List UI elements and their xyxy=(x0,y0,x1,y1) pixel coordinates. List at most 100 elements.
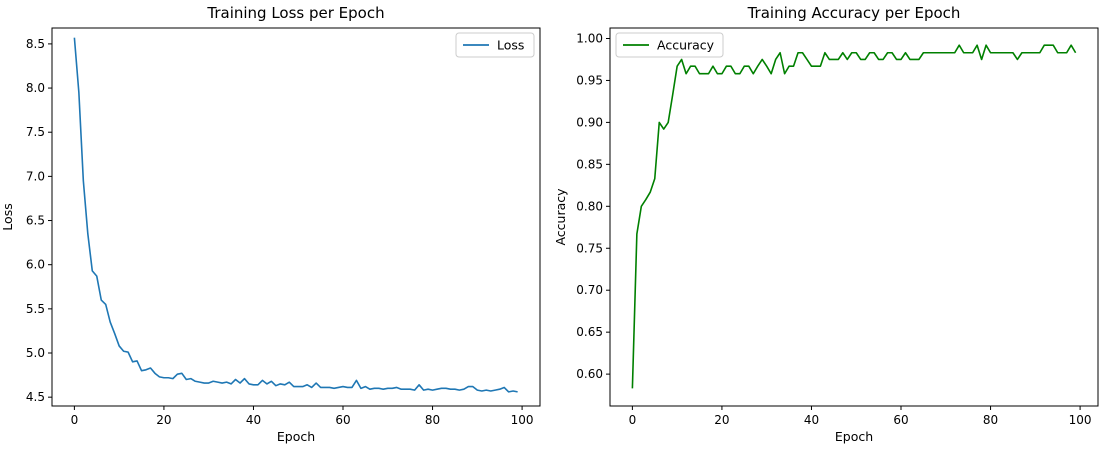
loss-data-point xyxy=(449,388,451,390)
loss-legend-label: Loss xyxy=(497,38,524,53)
loss-data-point xyxy=(333,387,335,389)
accuracy-data-point xyxy=(1025,52,1027,54)
accuracy-data-point xyxy=(815,65,817,67)
loss-data-point xyxy=(212,380,214,382)
accuracy-x-tick-label: 80 xyxy=(983,413,998,427)
accuracy-data-point xyxy=(864,58,866,60)
loss-data-point xyxy=(239,382,241,384)
loss-data-point xyxy=(373,387,375,389)
accuracy-data-point xyxy=(940,52,942,54)
accuracy-x-tick-label: 0 xyxy=(629,413,637,427)
accuracy-data-point xyxy=(707,73,709,75)
loss-data-point xyxy=(136,360,138,362)
loss-data-point xyxy=(163,377,165,379)
accuracy-data-point xyxy=(1003,52,1005,54)
accuracy-data-point xyxy=(976,44,978,46)
accuracy-chart: Training Accuracy per Epoch Epoch Accuracy… xyxy=(553,4,1099,444)
accuracy-data-point xyxy=(757,65,759,67)
accuracy-data-point xyxy=(640,205,642,207)
loss-data-point xyxy=(216,381,218,383)
accuracy-data-point xyxy=(689,65,691,67)
accuracy-data-point xyxy=(631,387,633,389)
accuracy-data-point xyxy=(752,73,754,75)
accuracy-data-point xyxy=(895,58,897,60)
accuracy-data-point xyxy=(712,65,714,67)
loss-data-point xyxy=(315,382,317,384)
loss-x-tick-label: 100 xyxy=(511,413,534,427)
accuracy-data-point xyxy=(788,65,790,67)
accuracy-data-point xyxy=(739,73,741,75)
loss-data-point xyxy=(400,388,402,390)
accuracy-data-point xyxy=(998,52,1000,54)
accuracy-data-point xyxy=(671,94,673,96)
loss-data-point xyxy=(87,233,89,235)
accuracy-data-point xyxy=(694,65,696,67)
accuracy-data-point xyxy=(967,52,969,54)
accuracy-data-point xyxy=(654,177,656,179)
loss-data-point xyxy=(293,385,295,387)
loss-x-axis-label: Epoch xyxy=(277,429,315,444)
accuracy-x-tick-label: 60 xyxy=(893,413,908,427)
loss-data-point xyxy=(382,388,384,390)
loss-data-point xyxy=(279,383,281,385)
accuracy-data-point xyxy=(743,65,745,67)
accuracy-data-point xyxy=(855,52,857,54)
accuracy-data-point xyxy=(945,52,947,54)
loss-data-point xyxy=(257,384,259,386)
loss-y-tick-label: 6.0 xyxy=(26,258,45,272)
loss-data-point xyxy=(181,372,183,374)
loss-data-point xyxy=(355,379,357,381)
accuracy-legend-box xyxy=(615,32,724,58)
accuracy-data-point xyxy=(761,58,763,60)
loss-data-point xyxy=(118,345,120,347)
loss-data-point xyxy=(131,361,133,363)
accuracy-data-point xyxy=(680,58,682,60)
accuracy-y-tick-label: 1.00 xyxy=(576,31,603,45)
loss-data-point xyxy=(190,377,192,379)
loss-data-point xyxy=(149,367,151,369)
accuracy-data-point xyxy=(1030,52,1032,54)
loss-chart-title: Training Loss per Epoch xyxy=(206,4,384,22)
accuracy-series-line xyxy=(631,44,1077,389)
accuracy-y-tick-label: 0.70 xyxy=(576,283,603,297)
loss-data-point xyxy=(404,388,406,390)
loss-data-point xyxy=(369,388,371,390)
loss-data-point xyxy=(73,37,75,39)
accuracy-data-point xyxy=(774,58,776,60)
accuracy-data-point xyxy=(734,73,736,75)
loss-data-point xyxy=(342,385,344,387)
loss-data-point xyxy=(306,384,308,386)
loss-y-tick-label: 8.0 xyxy=(26,81,45,95)
loss-data-point xyxy=(243,377,245,379)
accuracy-data-point xyxy=(900,58,902,60)
loss-data-point xyxy=(234,378,236,380)
accuracy-data-point xyxy=(882,58,884,60)
loss-data-point xyxy=(91,270,93,272)
loss-data-point xyxy=(391,387,393,389)
loss-data-point xyxy=(387,387,389,389)
loss-data-point xyxy=(284,384,286,386)
accuracy-data-point xyxy=(819,65,821,67)
loss-data-point xyxy=(252,384,254,386)
loss-legend-box xyxy=(455,32,535,58)
loss-data-point xyxy=(512,390,514,392)
loss-y-tick-label: 8.5 xyxy=(26,37,45,51)
loss-x-tick-label: 60 xyxy=(335,413,350,427)
accuracy-data-point xyxy=(980,58,982,60)
accuracy-data-point xyxy=(685,73,687,75)
loss-data-point xyxy=(225,381,227,383)
accuracy-data-point xyxy=(770,73,772,75)
loss-y-tick-label: 4.5 xyxy=(26,390,45,404)
loss-data-point xyxy=(454,388,456,390)
loss-y-tick-label: 7.0 xyxy=(26,169,45,183)
loss-data-point xyxy=(221,382,223,384)
loss-data-point xyxy=(409,388,411,390)
accuracy-data-point xyxy=(904,52,906,54)
accuracy-data-point xyxy=(913,58,915,60)
accuracy-data-point xyxy=(1057,52,1059,54)
loss-data-point xyxy=(122,350,124,352)
loss-data-point xyxy=(499,388,501,390)
loss-data-point xyxy=(288,381,290,383)
loss-data-point xyxy=(463,388,465,390)
accuracy-data-point xyxy=(931,52,933,54)
